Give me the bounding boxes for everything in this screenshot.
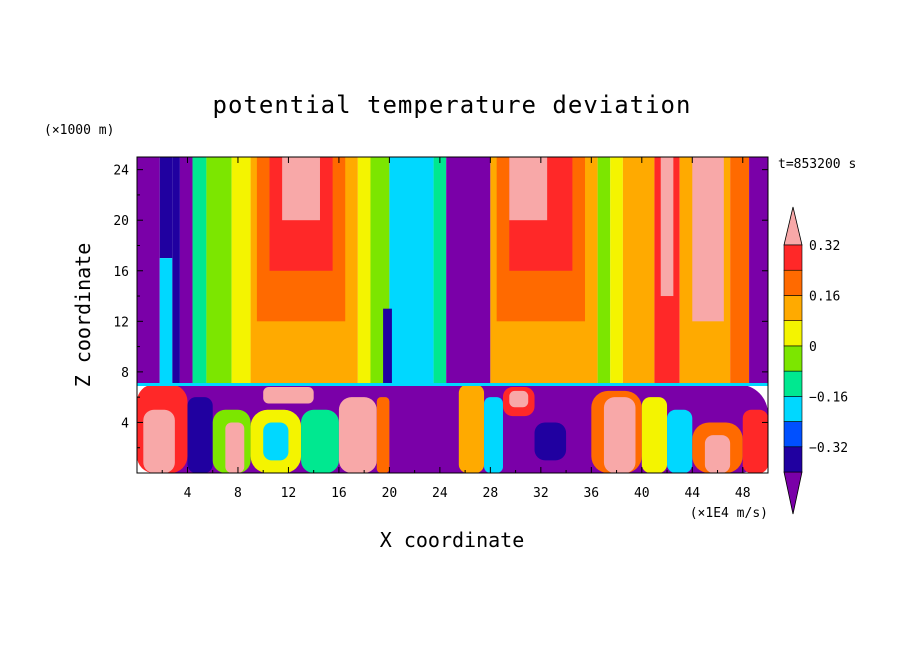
contour-region xyxy=(159,258,173,385)
y-tick-label: 16 xyxy=(113,265,129,280)
contour-region xyxy=(231,157,251,385)
plot-area xyxy=(137,157,768,473)
colorbar-label: 0 xyxy=(809,340,817,355)
contour-region xyxy=(458,384,485,473)
y-tick-label: 4 xyxy=(121,416,129,431)
contour-region xyxy=(301,409,339,473)
colorbar-swatch xyxy=(783,244,803,271)
colorbar-swatch xyxy=(783,269,803,296)
contour-region xyxy=(534,422,567,461)
colorbar-label: −0.16 xyxy=(809,390,848,405)
contour-region xyxy=(206,157,232,385)
x-tick-label: 32 xyxy=(533,486,549,501)
contour-region xyxy=(692,157,724,322)
colorbar-swatch xyxy=(783,295,803,321)
contour-region xyxy=(338,397,377,473)
x-tick-label: 28 xyxy=(483,486,499,501)
colorbar-swatch xyxy=(783,320,803,347)
contour-region xyxy=(433,157,447,385)
contour-region xyxy=(749,157,768,385)
colorbar-swatch xyxy=(783,370,803,397)
contour-region xyxy=(667,409,693,473)
x-axis-title: X coordinate xyxy=(380,528,525,552)
y-axis: 4 8 12 16 20 24 xyxy=(113,164,768,449)
contour-region xyxy=(622,157,655,385)
contour-region xyxy=(610,157,623,385)
colorbar-swatch xyxy=(783,396,803,422)
contour-region xyxy=(603,397,636,473)
contour-region xyxy=(263,422,289,461)
contour-region xyxy=(225,422,245,473)
y-tick-label: 12 xyxy=(113,315,129,330)
x-tick-label: 48 xyxy=(735,486,751,501)
x-tick-label: 20 xyxy=(382,486,398,501)
y-axis-title: Z coordinate xyxy=(71,243,95,388)
x-tick-label: 8 xyxy=(234,486,242,501)
y-tick-label: 20 xyxy=(113,214,129,229)
colorbar-label: 0.16 xyxy=(809,289,840,304)
chart-title: potential temperature deviation xyxy=(213,91,692,119)
colorbar-label: −0.32 xyxy=(809,441,848,456)
contour-region xyxy=(192,157,207,385)
colorbar-swatch xyxy=(783,421,803,448)
x-units-label: (×1E4 m/s) xyxy=(690,506,768,521)
contour-region xyxy=(263,387,314,404)
y-tick-label: 8 xyxy=(121,366,129,381)
y-tick-label: 24 xyxy=(113,164,129,179)
x-tick-label: 24 xyxy=(432,486,448,501)
contour-region xyxy=(282,157,320,221)
colorbar: −0.32 −0.16 0 0.16 0.32 xyxy=(783,206,848,515)
colorbar-swatch xyxy=(783,471,803,515)
colorbar-swatch xyxy=(783,446,803,473)
contour-region xyxy=(446,157,491,385)
contour-region xyxy=(742,409,768,473)
contour-region xyxy=(179,157,193,385)
colorbar-swatch xyxy=(783,206,803,246)
contour-region xyxy=(484,397,503,473)
contour-region xyxy=(137,157,160,385)
contour-region xyxy=(389,157,434,385)
contour-region xyxy=(730,157,750,385)
contour-region xyxy=(597,157,611,385)
contour-region xyxy=(187,397,213,473)
contour-region xyxy=(159,157,173,259)
time-label: t=853200 s xyxy=(778,157,856,172)
y-units-label: (×1000 m) xyxy=(44,123,114,138)
contour-region xyxy=(172,157,180,385)
contour-region xyxy=(383,308,392,385)
x-tick-label: 16 xyxy=(331,486,347,501)
colorbar-swatch xyxy=(783,345,803,372)
contour-region xyxy=(509,390,529,408)
plot-frame xyxy=(136,156,769,474)
contour-region xyxy=(660,157,674,297)
contour-region xyxy=(376,397,390,473)
contour-region xyxy=(641,397,668,473)
x-tick-label: 12 xyxy=(281,486,297,501)
contour-region xyxy=(357,157,371,385)
colorbar-label: 0.32 xyxy=(809,239,840,254)
contour-region xyxy=(704,435,731,473)
x-tick-label: 36 xyxy=(583,486,599,501)
contour-region xyxy=(143,409,175,473)
lower-layer xyxy=(137,384,768,473)
x-tick-label: 44 xyxy=(684,486,700,501)
upper-layer xyxy=(137,157,768,385)
x-tick-label: 40 xyxy=(634,486,650,501)
x-axis: 4 8 12 16 20 24 28 32 36 40 44 48 xyxy=(161,157,751,501)
contour-region xyxy=(509,157,548,221)
x-tick-label: 4 xyxy=(184,486,192,501)
